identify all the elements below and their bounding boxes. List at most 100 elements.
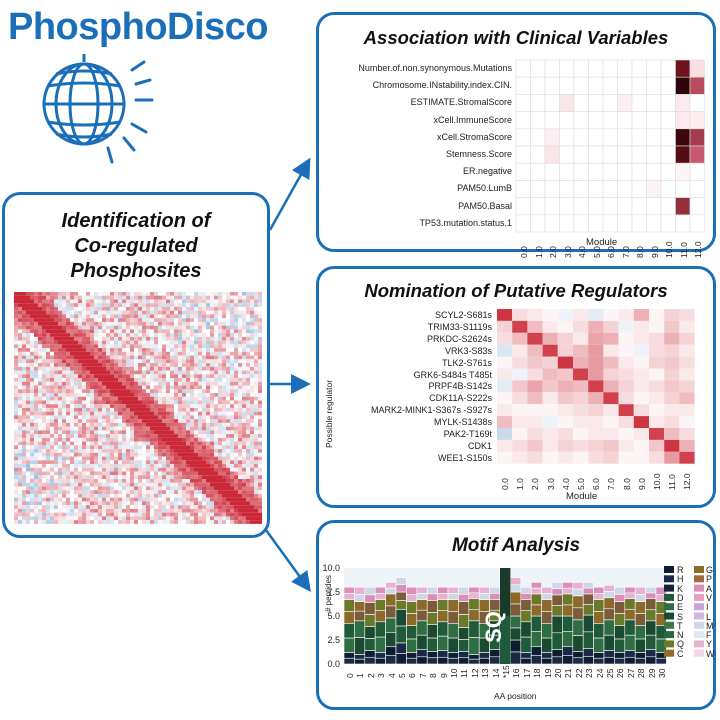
corr-cell — [18, 318, 22, 322]
corr-cell — [82, 310, 86, 315]
corr-cell — [90, 475, 94, 479]
corr-cell — [258, 396, 262, 401]
corr-cell — [194, 490, 198, 494]
corr-cell — [34, 385, 38, 390]
motif-bar-segment — [634, 657, 646, 665]
corr-cell — [38, 449, 42, 453]
corr-cell — [50, 471, 54, 476]
corr-cell — [142, 396, 146, 401]
corr-cell — [70, 333, 74, 337]
corr-cell — [34, 486, 38, 491]
corr-cell — [58, 344, 62, 349]
corr-cell — [82, 318, 86, 322]
corr-cell — [70, 359, 74, 364]
corr-cell — [214, 456, 218, 461]
corr-cell — [66, 385, 70, 390]
corr-cell — [18, 449, 22, 453]
corr-cell — [150, 404, 154, 408]
motif-bar-segment — [406, 652, 418, 659]
corr-cell — [82, 490, 86, 494]
corr-cell — [174, 460, 178, 465]
corr-cell — [178, 407, 182, 412]
corr-cell — [50, 325, 54, 330]
corr-cell — [86, 422, 90, 427]
corr-cell — [234, 306, 238, 311]
corr-cell — [46, 479, 50, 483]
corr-cell — [218, 467, 222, 472]
corr-cell — [138, 426, 142, 431]
motif-bar-segment — [562, 604, 574, 617]
corr-cell — [174, 490, 178, 494]
corr-cell — [126, 400, 130, 405]
corr-cell — [170, 378, 174, 382]
corr-cell — [234, 333, 238, 337]
corr-cell — [158, 374, 162, 379]
corr-cell — [202, 314, 206, 319]
corr-cell — [182, 329, 186, 334]
corr-cell — [26, 482, 30, 487]
corr-cell — [242, 378, 246, 382]
corr-cell — [174, 482, 178, 487]
corr-cell — [50, 366, 54, 371]
corr-cell — [142, 310, 146, 315]
corr-cell — [234, 396, 238, 401]
motif-bar-segment — [624, 656, 636, 665]
corr-cell — [170, 490, 174, 494]
corr-cell — [178, 490, 182, 494]
corr-cell — [198, 299, 202, 304]
corr-cell — [254, 303, 258, 307]
corr-cell — [214, 359, 218, 364]
corr-cell — [90, 374, 94, 379]
corr-cell — [58, 318, 62, 322]
corr-cell — [242, 404, 246, 408]
corr-cell — [54, 482, 58, 487]
corr-cell — [70, 415, 74, 420]
motif-bar-segment — [562, 646, 574, 656]
corr-cell — [158, 329, 162, 334]
corr-cell — [58, 340, 62, 345]
corr-cell — [118, 366, 122, 371]
corr-cell — [142, 400, 146, 405]
corr-cell — [110, 467, 114, 472]
corr-cell — [146, 310, 150, 315]
corr-cell — [42, 467, 46, 472]
corr-cell — [18, 325, 22, 330]
corr-cell — [230, 400, 234, 405]
corr-cell — [170, 340, 174, 345]
corr-cell — [62, 490, 66, 494]
corr-cell — [142, 467, 146, 472]
corr-cell — [234, 378, 238, 382]
corr-cell — [14, 422, 18, 427]
corr-cell — [130, 314, 134, 319]
corr-cell — [54, 366, 58, 371]
corr-cell — [110, 456, 114, 461]
motif-bar-segment — [385, 605, 397, 619]
corr-cell — [106, 460, 110, 465]
corr-cell — [246, 318, 250, 322]
corr-cell — [198, 467, 202, 472]
corr-cell — [70, 471, 74, 476]
corr-cell — [158, 370, 162, 375]
motif-bar-segment — [634, 613, 646, 626]
corr-cell — [178, 460, 182, 465]
corr-cell — [94, 467, 98, 472]
corr-cell — [226, 314, 230, 319]
corr-cell — [90, 404, 94, 408]
corr-cell — [162, 310, 166, 315]
corr-cell — [170, 359, 174, 364]
corr-cell — [122, 475, 126, 479]
corr-cell — [190, 303, 194, 307]
corr-cell — [150, 482, 154, 487]
legend-swatch-right — [694, 603, 704, 611]
corr-cell — [250, 366, 254, 371]
motif-bar-segment — [447, 637, 459, 653]
corr-cell — [154, 471, 158, 476]
corr-cell — [38, 434, 42, 438]
corr-cell — [154, 475, 158, 479]
corr-cell — [234, 415, 238, 420]
corr-cell — [90, 471, 94, 476]
corr-cell — [210, 493, 214, 498]
corr-cell — [22, 325, 26, 330]
corr-cell — [62, 467, 66, 472]
corr-cell — [182, 486, 186, 491]
